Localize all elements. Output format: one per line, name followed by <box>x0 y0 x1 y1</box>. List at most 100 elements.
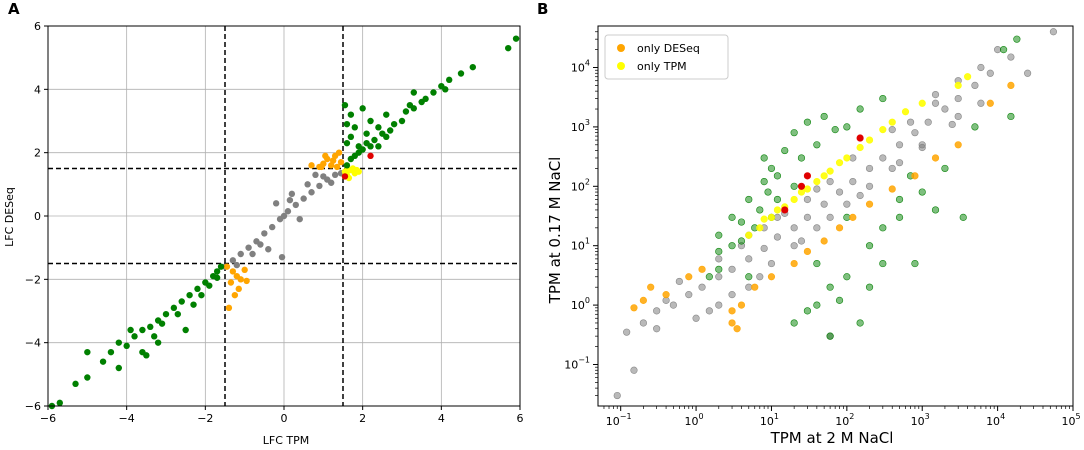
point-only-deseq <box>751 283 759 291</box>
point-both <box>831 126 839 134</box>
point-both <box>865 283 874 291</box>
point-only-tpm <box>865 136 874 144</box>
point-only-tpm <box>918 99 926 107</box>
point-only-tpm <box>856 143 864 152</box>
point-not-significant <box>312 171 319 179</box>
point-only-deseq <box>237 276 244 283</box>
y-tick-label: −4 <box>25 337 41 350</box>
point-not-significant <box>257 241 264 248</box>
point-both <box>355 143 362 150</box>
x-tick-label: −2 <box>197 412 213 425</box>
point-both <box>959 213 967 221</box>
point-both <box>147 323 154 331</box>
x-tick-label: 104 <box>986 412 1005 428</box>
point-not-significant <box>879 154 887 162</box>
point-not-significant <box>856 191 864 200</box>
point-both <box>941 164 949 173</box>
panel-b-x-axis-label: TPM at 2 M NaCl <box>770 429 894 447</box>
point-only-deseq <box>911 172 919 180</box>
panel-b-x-ticks: 10−1 100 101 102 103 104 105 <box>603 406 1081 428</box>
point-only-deseq <box>322 152 329 160</box>
point-only-deseq <box>308 162 315 169</box>
panel-b-y-ticks: 10−1 100 101 102 103 104 <box>564 31 598 396</box>
point-both <box>813 301 821 309</box>
point-not-significant <box>300 195 307 202</box>
point-both <box>347 111 355 118</box>
point-only-tpm <box>820 172 828 180</box>
point-both <box>410 89 417 96</box>
point-not-significant <box>843 200 851 208</box>
point-not-significant <box>272 200 280 207</box>
point-not-significant <box>698 283 706 291</box>
point-both <box>341 101 349 109</box>
y-tick-label: 100 <box>571 296 590 312</box>
point-only-tpm <box>343 166 351 174</box>
point-only-deseq <box>1007 81 1015 89</box>
point-not-significant <box>941 105 949 113</box>
point-only-deseq <box>231 291 239 299</box>
point-only-deseq <box>639 296 647 304</box>
y-tick-label: 102 <box>571 177 590 193</box>
point-not-significant <box>977 99 985 107</box>
point-both <box>154 339 162 346</box>
point-both <box>442 86 449 93</box>
point-both <box>127 326 134 334</box>
point-both <box>737 218 746 226</box>
point-both <box>131 333 138 340</box>
x-tick-label: 6 <box>517 412 524 425</box>
point-only-deseq <box>225 304 233 312</box>
point-not-significant <box>835 188 844 196</box>
point-only-deseq <box>790 259 798 268</box>
panel-b-frame <box>597 25 1074 407</box>
point-only-tpm <box>745 231 753 239</box>
point-not-significant <box>803 195 812 204</box>
point-only-deseq <box>737 301 746 309</box>
x-tick-label: 4 <box>438 412 445 425</box>
point-both <box>911 259 919 268</box>
y-tick-label: 104 <box>571 59 590 75</box>
point-not-significant <box>249 250 256 258</box>
x-tick-label: 103 <box>911 412 930 428</box>
point-both <box>390 120 398 128</box>
point-both <box>843 123 851 131</box>
x-tick-label: 10−1 <box>606 412 632 428</box>
point-not-significant <box>685 291 693 299</box>
point-both <box>123 342 130 350</box>
point-not-significant <box>316 182 323 190</box>
point-not-significant <box>308 189 315 196</box>
point-not-significant <box>745 255 753 263</box>
x-tick-label: −6 <box>40 412 56 425</box>
point-both <box>213 268 221 275</box>
point-only-deseq <box>835 224 844 232</box>
point-not-significant <box>265 246 272 253</box>
point-only-tpm <box>835 159 844 167</box>
point-only-tpm <box>773 206 782 214</box>
point-only-deseq <box>954 141 962 149</box>
point-only-tpm <box>954 81 962 89</box>
point-only-deseq <box>865 200 874 208</box>
point-only-tpm <box>803 185 812 193</box>
point-both <box>217 263 225 270</box>
point-only-tpm <box>767 213 776 221</box>
point-only-deseq <box>767 273 776 281</box>
point-not-significant <box>705 307 713 315</box>
point-not-significant <box>773 233 782 241</box>
point-not-significant <box>826 178 834 186</box>
point-both <box>469 63 476 71</box>
point-only-tpm <box>756 224 764 232</box>
point-only-deseq <box>849 213 857 221</box>
point-both <box>186 291 193 299</box>
legend-box <box>604 34 729 80</box>
point-not-significant <box>790 242 798 250</box>
point-not-significant <box>675 277 683 286</box>
point-both <box>1013 35 1021 43</box>
point-only-deseq <box>728 307 736 315</box>
point-not-significant <box>803 213 812 221</box>
point-both <box>826 332 834 340</box>
x-tick-label: 101 <box>760 412 779 428</box>
point-only-tpm <box>964 73 972 81</box>
point-not-significant <box>280 212 288 220</box>
point-both <box>745 195 753 204</box>
point-not-significant <box>613 391 621 400</box>
